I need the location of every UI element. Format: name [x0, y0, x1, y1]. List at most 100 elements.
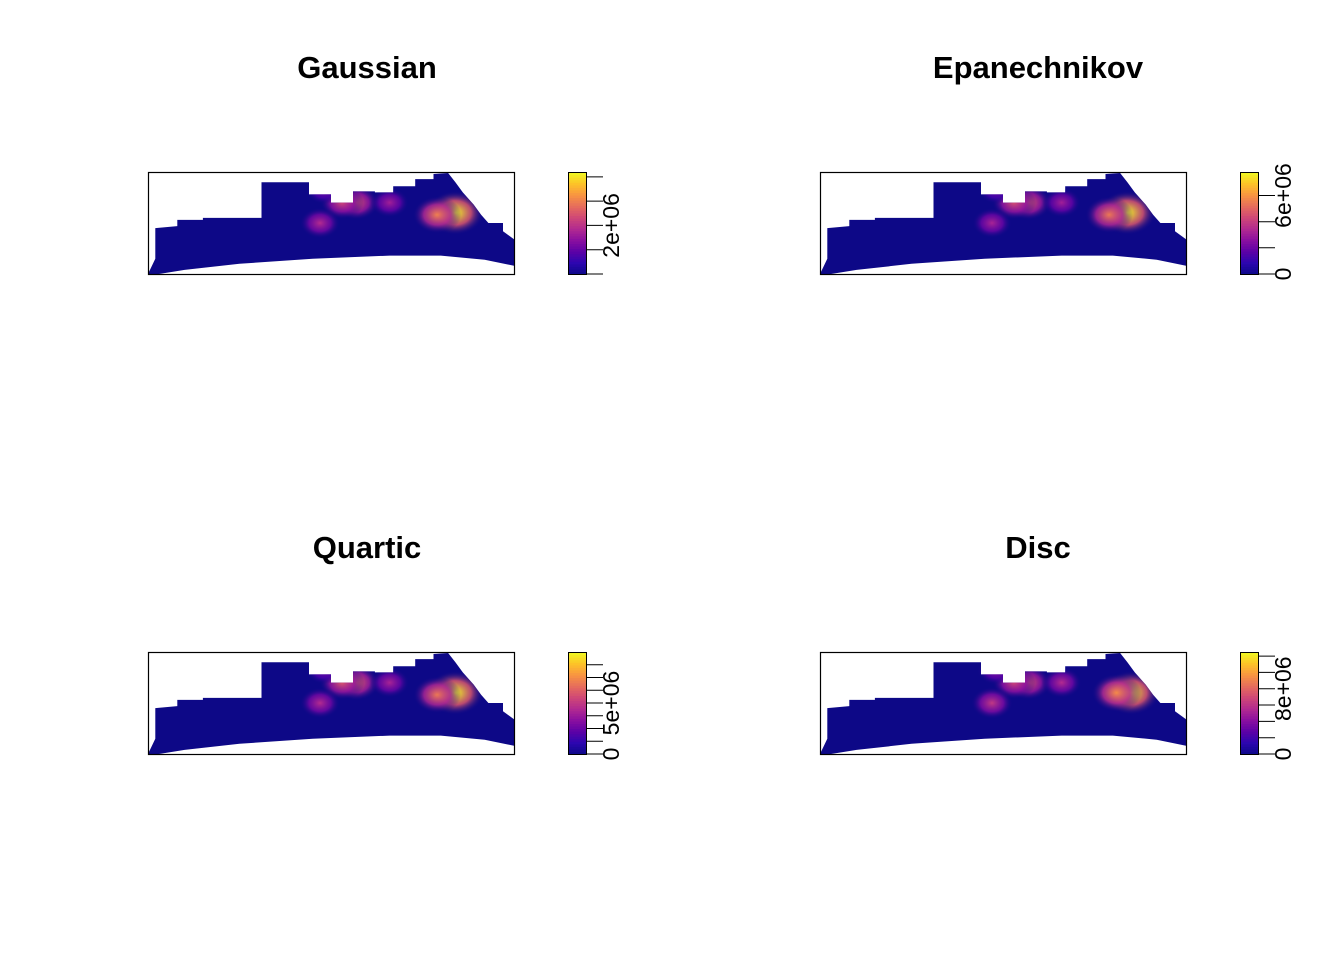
hotspot	[1091, 673, 1142, 712]
panel-title: Epanechnikov	[933, 50, 1144, 85]
colorbar-swatch	[568, 263, 586, 267]
colorbar-swatch	[568, 179, 586, 183]
colorbar-swatch	[568, 187, 586, 191]
colorbar-swatch	[568, 682, 586, 686]
colorbar-swatch	[1240, 695, 1258, 699]
colorbar-swatch	[568, 746, 586, 750]
colorbar-swatch	[568, 672, 586, 676]
colorbar-swatch	[568, 751, 586, 755]
colorbar-swatch	[1240, 718, 1258, 722]
colorbar-swatch	[1240, 243, 1258, 247]
hotspot	[300, 687, 340, 719]
hotspot	[472, 175, 512, 206]
colorbar-swatch	[568, 674, 586, 679]
colorbar-swatch	[1240, 184, 1258, 188]
colorbar-swatch	[568, 245, 586, 250]
colorbar-swatch	[1240, 177, 1258, 181]
colorbar-swatch	[568, 680, 586, 684]
colorbar-swatch	[1240, 741, 1258, 745]
colorbar-swatch	[1240, 238, 1258, 242]
colorbar-swatch	[1240, 697, 1258, 702]
colorbar-swatch	[568, 659, 586, 663]
density-surface	[820, 653, 1186, 754]
colorbar-swatch	[568, 692, 586, 696]
colorbar-swatch	[568, 212, 586, 216]
colorbar-swatch	[568, 200, 586, 204]
colorbar-swatch	[1240, 674, 1258, 679]
panel-title: Gaussian	[297, 50, 437, 85]
colorbar-swatch	[1240, 715, 1258, 719]
colorbar-swatch	[568, 669, 586, 673]
colorbar-swatch	[1240, 657, 1258, 661]
colorbar-swatch	[1240, 233, 1258, 237]
colorbar-swatch	[1240, 743, 1258, 747]
colorbar-swatch	[568, 230, 586, 234]
colorbar-swatch	[568, 738, 586, 742]
colorbar-swatch	[1240, 210, 1258, 214]
colorbar-swatch	[1240, 723, 1258, 727]
colorbar-swatch	[568, 261, 586, 265]
colorbar-swatch	[1240, 212, 1258, 216]
colorbar-swatch	[1240, 692, 1258, 696]
colorbar: 0 5e+06	[568, 652, 624, 760]
colorbar-swatch	[568, 256, 586, 260]
colorbar-swatch	[1240, 659, 1258, 663]
colorbar-swatch	[1240, 251, 1258, 255]
colorbar-tick-label: 2e+06	[598, 193, 624, 258]
colorbar-swatch	[568, 703, 586, 707]
colorbar-swatch	[1240, 690, 1258, 694]
colorbar-swatch	[568, 192, 586, 196]
colorbar-swatch	[568, 708, 586, 712]
colorbar-frame	[568, 172, 587, 275]
colorbar-swatch	[1240, 654, 1258, 658]
colorbar-swatch	[568, 710, 586, 714]
colorbar-swatch	[568, 177, 586, 181]
density-surface	[148, 173, 514, 274]
panel-gaussian: Gaussian	[297, 50, 437, 85]
colorbar-swatch	[568, 266, 586, 270]
density-surface	[820, 173, 1186, 274]
colorbar-swatch	[568, 664, 586, 668]
colorbar-swatch	[1240, 248, 1258, 252]
colorbar-swatch	[1240, 748, 1258, 753]
colorbar-swatch	[1240, 205, 1258, 209]
colorbar-swatch	[568, 172, 586, 176]
colorbar-swatch	[568, 733, 586, 737]
colorbar-swatch	[1240, 746, 1258, 750]
colorbar-swatch	[1240, 728, 1258, 732]
colorbar-swatch	[1240, 258, 1258, 262]
hotspot	[1144, 175, 1184, 206]
colorbar-swatch	[568, 225, 586, 229]
panel-epanechnikov: Epanechnikov	[933, 50, 1144, 85]
colorbar-swatch	[1240, 245, 1258, 250]
colorbar-swatch	[1240, 662, 1258, 666]
colorbar-swatch	[568, 258, 586, 262]
colorbar-swatch	[568, 718, 586, 722]
colorbar-tick-label: 8e+06	[1270, 656, 1296, 721]
colorbar-swatch	[1240, 708, 1258, 712]
colorbar-swatch	[568, 700, 586, 704]
colorbar-swatch	[568, 174, 586, 178]
colorbar-swatch	[568, 705, 586, 709]
colorbar-swatch	[1240, 685, 1258, 689]
colorbar-swatch	[568, 189, 586, 193]
colorbar-swatch	[1240, 268, 1258, 273]
colorbar-swatch	[568, 715, 586, 719]
panel-title: Quartic	[313, 530, 422, 565]
colorbar-swatch	[1240, 182, 1258, 186]
colorbar-swatch	[568, 687, 586, 691]
colorbar-swatch	[1240, 652, 1258, 656]
colorbar-swatch	[568, 215, 586, 219]
colorbar-swatch	[568, 731, 586, 735]
hotspot	[413, 676, 461, 714]
colorbar-swatch	[568, 233, 586, 237]
colorbar-swatch	[1240, 215, 1258, 219]
colorbar-swatch	[568, 220, 586, 224]
colorbar-swatch	[1240, 253, 1258, 257]
colorbar-swatch	[568, 677, 586, 681]
colorbar-swatch	[568, 228, 586, 232]
colorbar-swatch	[568, 713, 586, 717]
hotspot	[370, 187, 409, 218]
colorbar-swatch	[568, 240, 586, 244]
